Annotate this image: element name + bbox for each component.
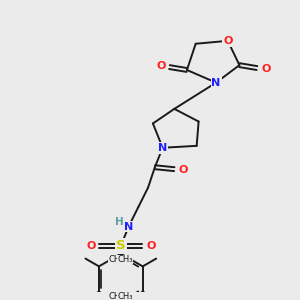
Text: CH₃: CH₃ (109, 255, 124, 264)
Text: O: O (86, 241, 95, 251)
Text: O: O (178, 165, 188, 175)
Text: O: O (261, 64, 270, 74)
Text: CH₃: CH₃ (109, 292, 124, 300)
Text: N: N (124, 221, 133, 232)
Text: O: O (156, 61, 165, 71)
Text: CH₃: CH₃ (118, 255, 133, 264)
Text: CH₃: CH₃ (118, 292, 133, 300)
Text: N: N (212, 78, 221, 88)
Text: N: N (158, 143, 167, 153)
Text: H: H (115, 217, 123, 227)
Text: O: O (146, 241, 156, 251)
Text: S: S (116, 239, 126, 253)
Text: O: O (223, 36, 232, 46)
